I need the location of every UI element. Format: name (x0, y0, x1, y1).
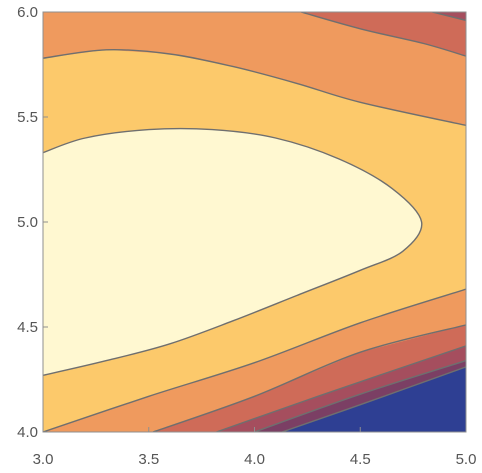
y-tick-label: 4.0 (17, 424, 38, 441)
contour-line-upper-third (300, 12, 466, 57)
contour-line-lower-second (43, 288, 466, 432)
x-tick-label: 5.0 (456, 451, 477, 468)
y-tick-label: 6.0 (17, 4, 38, 21)
contour-line-lower-fourth (216, 345, 466, 432)
x-tick-label: 4.5 (350, 451, 371, 468)
contour-band-core (43, 128, 422, 376)
contour-line-lower-sixth (281, 366, 466, 432)
contour-band-lower-5 (282, 366, 466, 432)
y-tick-label: 5.0 (17, 214, 38, 231)
contour-line-innermost (43, 127, 423, 376)
x-tick-label: 3.0 (33, 451, 54, 468)
x-axis: 3.0 3.5 4.0 4.5 5.0 (33, 427, 477, 468)
contour-line-upper-second (43, 48, 466, 127)
x-tick-label: 3.5 (138, 451, 159, 468)
plot-area (43, 12, 466, 432)
x-tick-label: 4.0 (244, 451, 265, 468)
contour-line-lower-fifth (254, 359, 466, 432)
y-tick-label: 5.5 (17, 109, 38, 126)
contour-line-lower-third (152, 324, 466, 432)
y-tick-label: 4.5 (17, 319, 38, 336)
y-axis: 4.0 4.5 5.0 5.5 6.0 (17, 4, 48, 441)
